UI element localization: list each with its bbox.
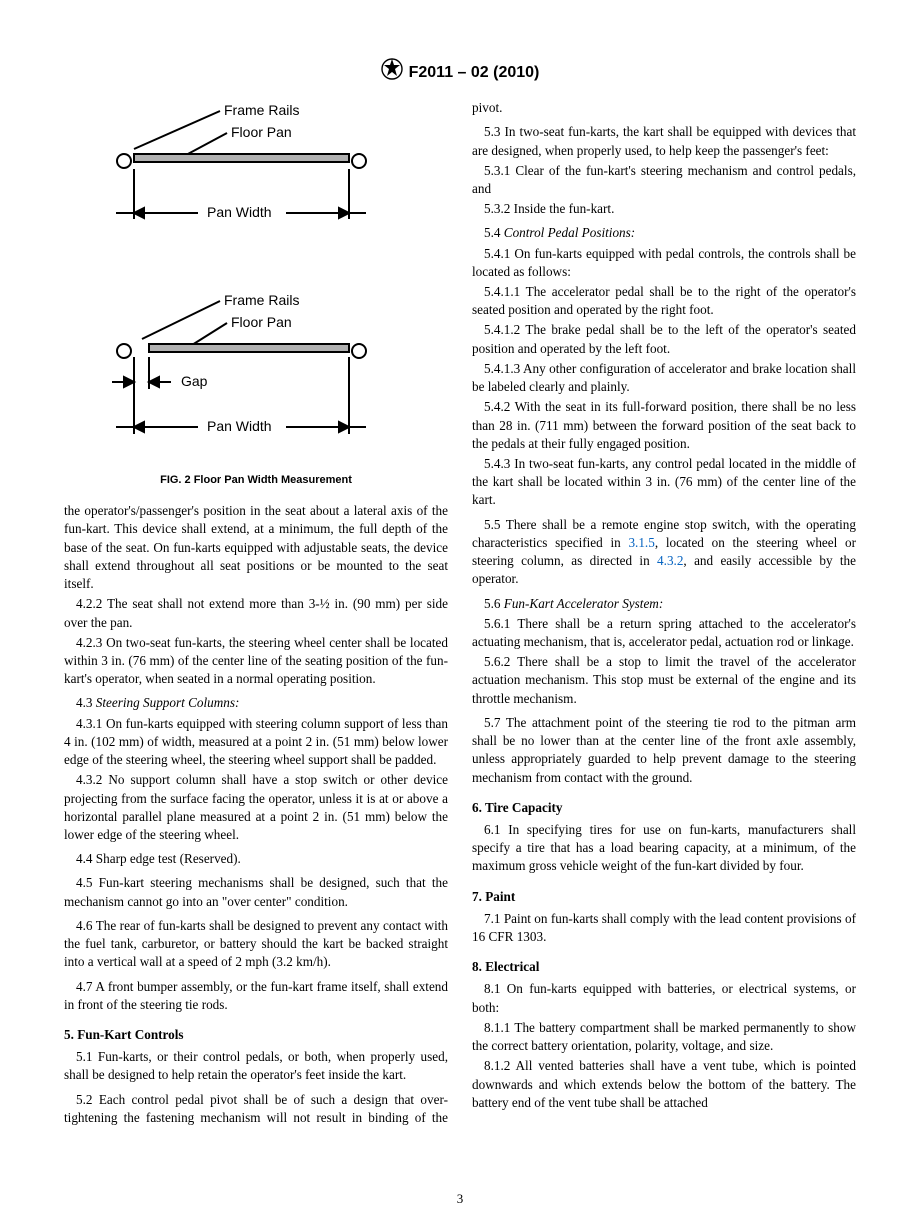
link-4-3-2[interactable]: 4.3.2 — [657, 553, 683, 568]
heading-7: 7. Paint — [472, 888, 856, 906]
para-8-1-1: 8.1.1 The battery compartment shall be m… — [472, 1019, 856, 1055]
para-7-1: 7.1 Paint on fun-karts shall comply with… — [472, 910, 856, 946]
para-4-2-3: 4.2.3 On two-seat fun-karts, the steerin… — [64, 634, 448, 689]
para-5-6-2: 5.6.2 There shall be a stop to limit the… — [472, 653, 856, 708]
para-5-1: 5.1 Fun-karts, or their control pedals, … — [64, 1048, 448, 1084]
para-5-4-3: 5.4.3 In two-seat fun-karts, any control… — [472, 455, 856, 510]
para-5-5: 5.5 There shall be a remote engine stop … — [472, 516, 856, 589]
para-5-4-1-2: 5.4.1.2 The brake pedal shall be to the … — [472, 321, 856, 357]
heading-5-4: 5.4 Control Pedal Positions: — [472, 224, 856, 242]
num-5-6: 5.6 — [484, 596, 504, 611]
para-4-2-2: 4.2.2 The seat shall not extend more tha… — [64, 595, 448, 631]
label-floor-pan-2: Floor Pan — [231, 314, 292, 330]
para-5-7: 5.7 The attachment point of the steering… — [472, 714, 856, 787]
link-3-1-5[interactable]: 3.1.5 — [628, 535, 654, 550]
page-number: 3 — [0, 1190, 920, 1208]
para-5-6-1: 5.6.1 There shall be a return spring att… — [472, 615, 856, 651]
label-frame-rails: Frame Rails — [224, 102, 299, 118]
astm-logo — [381, 58, 403, 87]
title-5-6: Fun-Kart Accelerator System: — [504, 596, 663, 611]
para-4-6: 4.6 The rear of fun-karts shall be desig… — [64, 917, 448, 972]
para-5-4-1: 5.4.1 On fun-karts equipped with pedal c… — [472, 245, 856, 281]
para-4-7: 4.7 A front bumper assembly, or the fun-… — [64, 978, 448, 1014]
para-5-3-1: 5.3.1 Clear of the fun-kart's steering m… — [472, 162, 856, 198]
para-4-3-2: 4.3.2 No support column shall have a sto… — [64, 771, 448, 844]
para-4-3-1: 4.3.1 On fun-karts equipped with steerin… — [64, 715, 448, 770]
pan-width-diagram: Frame Rails Floor Pan P — [64, 99, 414, 469]
label-pan-width-2: Pan Width — [207, 418, 272, 434]
figure-caption: FIG. 2 Floor Pan Width Measurement — [64, 473, 448, 488]
page-header: F2011 – 02 (2010) — [64, 58, 856, 87]
para-6-1: 6.1 In specifying tires for use on fun-k… — [472, 821, 856, 876]
label-frame-rails-2: Frame Rails — [224, 292, 299, 308]
heading-5: 5. Fun-Kart Controls — [64, 1026, 448, 1044]
heading-8: 8. Electrical — [472, 958, 856, 976]
para-cont: the operator's/passenger's position in t… — [64, 502, 448, 593]
para-5-4-1-3: 5.4.1.3 Any other configuration of accel… — [472, 360, 856, 396]
para-5-3: 5.3 In two-seat fun-karts, the kart shal… — [472, 123, 856, 159]
label-pan-width-1: Pan Width — [207, 204, 272, 220]
label-floor-pan: Floor Pan — [231, 124, 292, 140]
para-5-3-2: 5.3.2 Inside the fun-kart. — [472, 200, 856, 218]
para-5-4-2: 5.4.2 With the seat in its full-forward … — [472, 398, 856, 453]
title-5-4: Control Pedal Positions: — [504, 225, 635, 240]
para-4-5: 4.5 Fun-kart steering mechanisms shall b… — [64, 874, 448, 910]
heading-4-3: 4.3 Steering Support Columns: — [64, 694, 448, 712]
figure-2: Frame Rails Floor Pan P — [64, 99, 448, 488]
para-8-1-2: 8.1.2 All vented batteries shall have a … — [472, 1057, 856, 1112]
label-gap: Gap — [181, 373, 208, 389]
para-4-4: 4.4 Sharp edge test (Reserved). — [64, 850, 448, 868]
para-8-1: 8.1 On fun-karts equipped with batteries… — [472, 980, 856, 1016]
para-5-4-1-1: 5.4.1.1 The accelerator pedal shall be t… — [472, 283, 856, 319]
title-4-3: Steering Support Columns: — [96, 695, 240, 710]
columns: Frame Rails Floor Pan P — [64, 99, 856, 1127]
heading-5-6: 5.6 Fun-Kart Accelerator System: — [472, 595, 856, 613]
num-5-4: 5.4 — [484, 225, 504, 240]
heading-6: 6. Tire Capacity — [472, 799, 856, 817]
header-title: F2011 – 02 (2010) — [409, 62, 540, 84]
num-4-3: 4.3 — [76, 695, 96, 710]
